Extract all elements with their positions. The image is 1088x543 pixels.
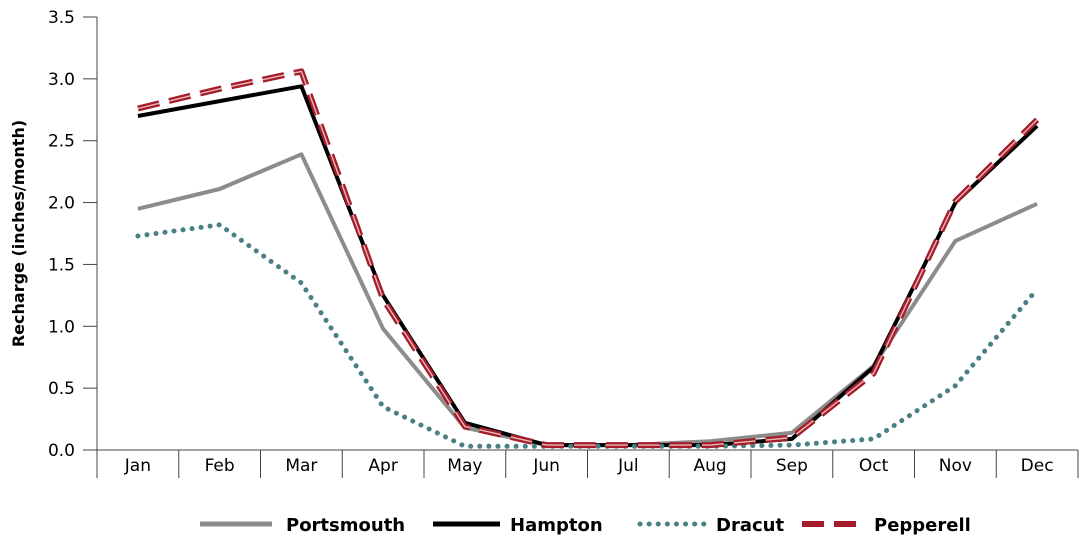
series-line [137, 84, 1039, 448]
y-tick-label: 2.0 [48, 194, 75, 214]
series-pepperell [136, 68, 1040, 449]
data-point [299, 69, 303, 73]
data-point [299, 84, 303, 88]
data-point [708, 443, 712, 447]
series-line [137, 152, 1038, 448]
data-point [1035, 287, 1039, 291]
x-tick-label: Feb [205, 456, 235, 476]
x-tick-label: Jun [532, 456, 560, 476]
x-tick-label: Nov [939, 456, 972, 476]
x-tick-label: Apr [368, 456, 397, 476]
legend-item-portsmouth: Portsmouth [200, 515, 405, 536]
legend-label: Portsmouth [286, 515, 405, 536]
legend-item-hampton: Hampton [433, 515, 603, 536]
data-point [136, 207, 140, 211]
data-point [218, 87, 222, 91]
data-point [381, 327, 385, 331]
legend-item-pepperell: Pepperell [802, 515, 971, 536]
series-portsmouth [136, 152, 1039, 448]
data-point [953, 384, 957, 388]
y-tick-label: 0.5 [48, 379, 75, 399]
y-tick-label: 3.0 [48, 70, 75, 90]
y-tick-label: 0.0 [48, 441, 75, 461]
x-tick-label: Dec [1021, 456, 1054, 476]
y-axis-title: Recharge (inches/month) [9, 120, 28, 347]
data-point [136, 234, 140, 238]
data-point [463, 424, 467, 428]
data-point [218, 99, 222, 103]
x-tick-label: Aug [694, 456, 727, 476]
legend-label: Hampton [510, 515, 603, 536]
data-point [790, 431, 794, 435]
data-point [790, 436, 794, 440]
legend-label: Dracut [716, 515, 784, 536]
y-tick-label: 1.5 [48, 255, 75, 275]
legend-item-dracut: Dracut [637, 515, 784, 536]
series-hampton [136, 84, 1039, 448]
x-tick-label: Sep [776, 456, 808, 476]
data-point [626, 443, 630, 447]
y-tick-label: 1.0 [48, 317, 75, 337]
series-line [135, 222, 1040, 449]
legend-label: Pepperell [874, 515, 971, 536]
data-point [872, 371, 876, 375]
series-line-highlight [137, 70, 1038, 446]
data-point [218, 187, 222, 191]
data-point [381, 405, 385, 409]
data-point [953, 199, 957, 203]
data-point [1035, 202, 1039, 206]
y-tick-label: 3.5 [48, 8, 75, 28]
y-tick-label: 2.5 [48, 132, 75, 152]
data-point [136, 107, 140, 111]
data-point [872, 437, 876, 441]
axes: 0.0 0.5 1.0 1.5 2.0 2.5 3.0 3.5 Jan Feb Mar Apr May J… [9, 8, 1079, 478]
data-point [463, 444, 467, 448]
series-layer [135, 68, 1040, 449]
data-point [218, 223, 222, 227]
data-point [1035, 118, 1039, 122]
data-point [136, 114, 140, 118]
data-point [299, 281, 303, 285]
x-tick-label: Oct [859, 456, 889, 476]
data-point [790, 443, 794, 447]
x-tick-label: May [447, 456, 482, 476]
data-point [299, 152, 303, 156]
x-tick-label: Jul [617, 456, 639, 476]
x-tick-label: Jan [124, 456, 151, 476]
x-tick-label: Mar [285, 456, 317, 476]
data-point [953, 239, 957, 243]
data-point [381, 297, 385, 301]
series-dracut [135, 222, 1040, 449]
data-point [545, 443, 549, 447]
legend: Portsmouth Hampton Dracut Pepperell [200, 515, 971, 536]
series-line-casing [137, 68, 1040, 449]
